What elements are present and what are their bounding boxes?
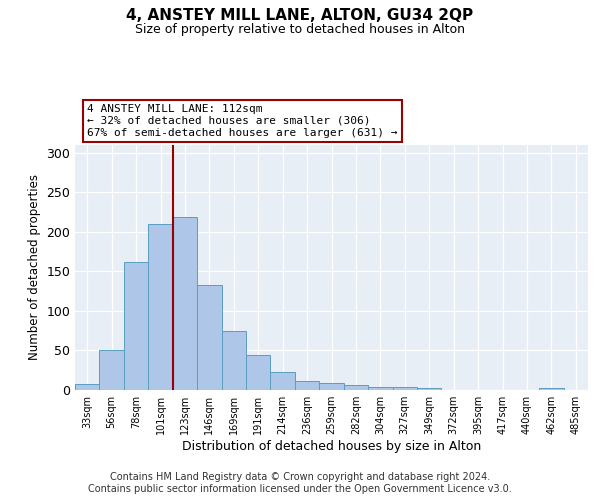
Bar bbox=[197, 285, 221, 390]
Text: 4 ANSTEY MILL LANE: 112sqm
← 32% of detached houses are smaller (306)
67% of sem: 4 ANSTEY MILL LANE: 112sqm ← 32% of deta… bbox=[87, 104, 398, 138]
Bar bbox=[539, 388, 563, 390]
Bar bbox=[75, 384, 100, 390]
Text: Size of property relative to detached houses in Alton: Size of property relative to detached ho… bbox=[135, 22, 465, 36]
Bar bbox=[295, 382, 319, 390]
Text: 4, ANSTEY MILL LANE, ALTON, GU34 2QP: 4, ANSTEY MILL LANE, ALTON, GU34 2QP bbox=[127, 8, 473, 22]
Bar bbox=[319, 383, 344, 390]
Bar bbox=[173, 217, 197, 390]
Text: Contains public sector information licensed under the Open Government Licence v3: Contains public sector information licen… bbox=[88, 484, 512, 494]
Bar bbox=[344, 386, 368, 390]
Y-axis label: Number of detached properties: Number of detached properties bbox=[28, 174, 41, 360]
Bar bbox=[148, 224, 173, 390]
Text: Contains HM Land Registry data © Crown copyright and database right 2024.: Contains HM Land Registry data © Crown c… bbox=[110, 472, 490, 482]
Bar bbox=[100, 350, 124, 390]
Bar bbox=[392, 387, 417, 390]
Bar bbox=[417, 388, 442, 390]
Bar bbox=[124, 262, 148, 390]
Bar bbox=[221, 330, 246, 390]
X-axis label: Distribution of detached houses by size in Alton: Distribution of detached houses by size … bbox=[182, 440, 481, 453]
Bar bbox=[246, 355, 271, 390]
Bar bbox=[271, 372, 295, 390]
Bar bbox=[368, 387, 392, 390]
